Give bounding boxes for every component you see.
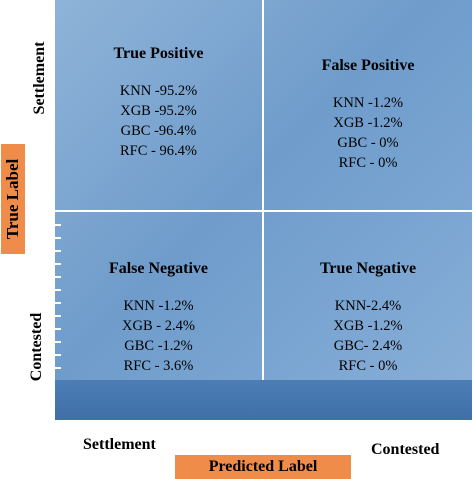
cell-false-positive: False Positive KNN -1.2% XGB -1.2% GBC -… xyxy=(264,56,472,173)
cell-line: GBC - 0% xyxy=(337,135,399,151)
cell-line: GBC- 2.4% xyxy=(333,338,403,354)
cell-title: False Negative xyxy=(108,260,209,277)
cell-line: GBC -96.4% xyxy=(120,123,197,139)
y-tick-contested: Contested xyxy=(28,312,45,382)
y-tick-settlement: Settlement xyxy=(31,41,48,115)
cell-line: KNN-2.4% xyxy=(334,298,402,314)
x-tick-settlement: Settlement xyxy=(83,436,156,453)
divider-horizontal xyxy=(55,210,472,212)
cell-false-negative: False Negative KNN -1.2% XGB - 2.4% GBC … xyxy=(55,259,262,376)
cell-line: XGB -95.2% xyxy=(120,103,197,119)
x-axis-title: Predicted Label xyxy=(175,455,351,479)
cell-title: True Positive xyxy=(113,45,204,62)
cell-title: True Negative xyxy=(319,260,417,277)
cell-line: KNN -1.2% xyxy=(332,95,404,111)
cell-true-negative: True Negative KNN-2.4% XGB -1.2% GBC- 2.… xyxy=(264,259,472,376)
cell-line: RFC - 0% xyxy=(338,358,398,374)
x-tick-contested: Contested xyxy=(371,441,440,458)
cell-line: RFC - 0% xyxy=(338,155,398,171)
cell-line: XGB -1.2% xyxy=(333,318,403,334)
cell-title: False Positive xyxy=(321,57,415,74)
cell-line: XGB -1.2% xyxy=(333,115,403,131)
cell-line: XGB - 2.4% xyxy=(122,318,195,334)
confusion-matrix: True Positive KNN -95.2% XGB -95.2% GBC … xyxy=(55,0,472,420)
y-axis-title: True Label xyxy=(1,144,25,254)
cell-line: KNN -1.2% xyxy=(123,298,194,314)
bottom-band xyxy=(55,380,472,420)
cell-true-positive: True Positive KNN -95.2% XGB -95.2% GBC … xyxy=(55,44,262,161)
divider-vertical xyxy=(262,0,264,380)
cell-line: RFC - 3.6% xyxy=(123,358,194,374)
cell-line: RFC - 96.4% xyxy=(120,143,197,159)
cell-line: GBC -1.2% xyxy=(124,338,193,354)
cell-line: KNN -95.2% xyxy=(119,83,198,99)
